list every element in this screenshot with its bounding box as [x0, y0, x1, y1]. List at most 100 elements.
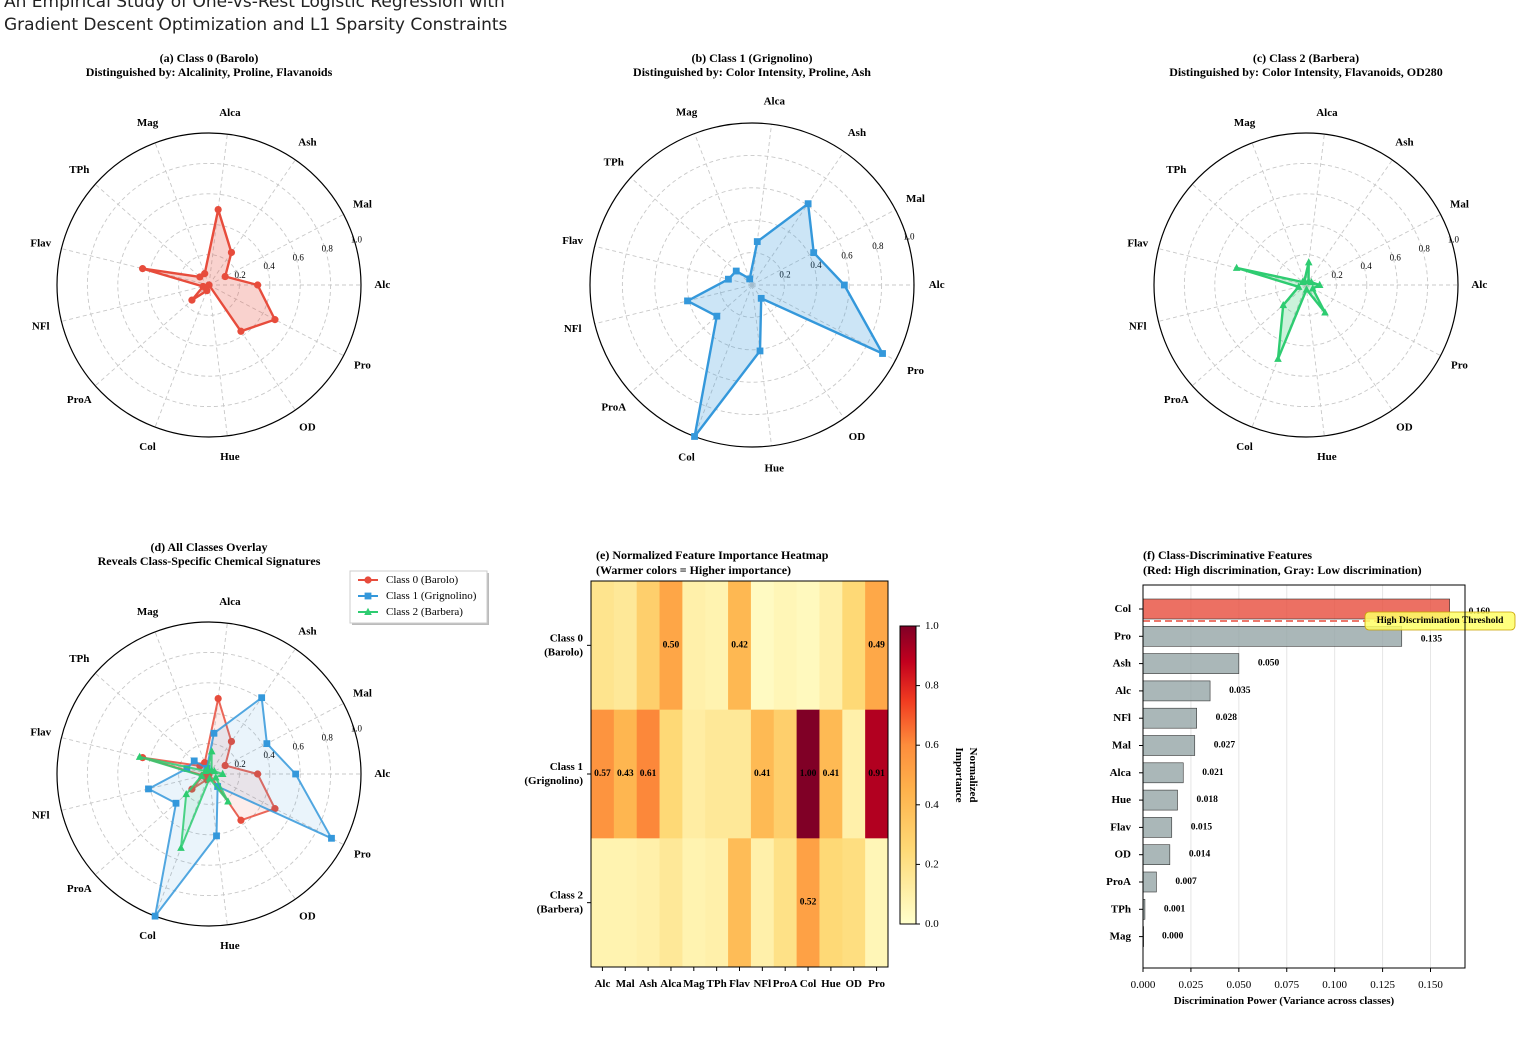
radar-axis-label-pro: Pro	[354, 360, 371, 372]
radar-spoke	[154, 142, 210, 286]
radar-series-line	[147, 696, 333, 918]
radar-radial-tick-label: 1.0	[1448, 235, 1460, 245]
radar-axis-label-proa: ProA	[601, 401, 626, 413]
radar-series-0	[138, 205, 279, 335]
heatmap-cell	[750, 581, 775, 711]
radar-axis-label-nfl: NFl	[32, 809, 50, 821]
radar-radial-tick-label: 0.6	[841, 251, 853, 261]
heatmap-cell	[728, 709, 752, 839]
radar-point-hue	[205, 281, 213, 289]
radar-point-proa	[188, 296, 196, 304]
heatmap-x-label: NFl	[753, 978, 771, 990]
heatmap-cell	[636, 838, 661, 968]
radar-spoke	[630, 284, 753, 393]
bar-mal	[1142, 735, 1196, 756]
radar-spoke	[208, 134, 228, 286]
heatmap-cell	[773, 581, 798, 711]
colorbar	[899, 625, 917, 925]
radar-spoke	[694, 284, 753, 437]
radar-axis-label-alc: Alc	[1471, 279, 1487, 291]
radar-radial-tick-label: 0.8	[322, 732, 334, 742]
radar-spoke	[208, 284, 344, 357]
bar-frame	[1142, 584, 1466, 969]
bar-value-label: 0.000	[1162, 932, 1184, 942]
radar-axis-label-alc: Alc	[929, 279, 945, 291]
radar-grid-circle	[147, 223, 271, 347]
bar-value-label: 0.007	[1175, 877, 1197, 887]
heatmap-x-label: Col	[800, 978, 817, 990]
legend-item-label: Class 1 (Grignolino)	[386, 590, 477, 602]
radar-point-tph	[1298, 277, 1307, 285]
radar-point-proa	[182, 789, 191, 798]
radar-point-od	[1321, 308, 1329, 316]
bar-title-line-1: (f) Class-Discriminative Features	[1143, 548, 1312, 562]
radar-chart-a: (a) Class 0 (Barolo)Distinguished by: Al…	[30, 51, 390, 463]
radar-axis-label-flav: Flav	[30, 727, 51, 739]
radar-point-pro	[211, 773, 220, 781]
bar-value-label: 0.050	[1258, 659, 1280, 669]
radar-point-alc	[840, 281, 848, 289]
heatmap-cell	[636, 581, 661, 711]
radar-point-mal	[221, 272, 229, 281]
colorbar-tick-label: 0.2	[925, 858, 939, 870]
radar-title-line-1: (d) All Classes Overlay	[151, 540, 268, 554]
heatmap-cell-annotation: 0.52	[800, 898, 817, 908]
bar-y-label: NFl	[1113, 712, 1131, 724]
bar-x-tick-label: 0.150	[1418, 979, 1443, 991]
radar-point-hue	[756, 347, 764, 355]
radar-spoke	[1191, 183, 1307, 286]
radar-point-alc	[1315, 280, 1324, 288]
radar-spoke	[1158, 284, 1307, 322]
heatmap-cell	[819, 581, 843, 711]
bar-y-label: Ash	[1113, 658, 1131, 670]
radar-axis-label-pro: Pro	[1451, 360, 1468, 372]
heatmap-cell	[865, 581, 889, 711]
radar-point-col	[151, 912, 159, 920]
radar-title-line-2: Distinguished by: Color Intensity, Flava…	[1169, 65, 1443, 79]
bar-value-label: 0.021	[1202, 768, 1224, 778]
radar-point-alca	[1304, 258, 1313, 266]
radar-spoke	[94, 183, 210, 286]
radar-axis-label-tph: TPh	[604, 157, 624, 169]
radar-title-line-1: (c) Class 2 (Barbera)	[1253, 51, 1359, 65]
radar-chart-c: (c) Class 2 (Barbera)Distinguished by: C…	[1127, 51, 1487, 463]
radar-spoke	[630, 177, 753, 286]
radar-point-nfl	[1294, 282, 1303, 290]
heatmap-x-label: Mag	[683, 978, 705, 990]
radar-radial-tick-label: 0.4	[264, 750, 276, 760]
bar-proa	[1142, 871, 1157, 893]
radar-spoke	[751, 284, 772, 446]
bar-x-tick-label: 0.050	[1226, 979, 1251, 991]
radar-spoke	[751, 284, 845, 419]
radar-point-nfl	[684, 297, 691, 305]
radar-title-line-2: Distinguished by: Color Intensity, Proli…	[633, 65, 871, 79]
radar-axis-label-alca: Alca	[1316, 107, 1338, 119]
heatmap-cell	[705, 709, 729, 839]
radar-axis-label-alca: Alca	[764, 96, 786, 108]
radar-title-line-1: (a) Class 0 (Barolo)	[160, 51, 259, 65]
radar-axis-label-od: OD	[299, 422, 316, 434]
radar-spoke	[1191, 284, 1307, 387]
radar-point-alc	[218, 769, 227, 777]
radar-radial-tick-label: 0.2	[234, 759, 245, 769]
radar-spoke	[1158, 248, 1307, 286]
radar-axis-label-od: OD	[299, 911, 316, 923]
heatmap-cell	[591, 709, 615, 839]
radar-radial-tick-label: 0.2	[1331, 270, 1342, 280]
radar-axis-label-proa: ProA	[67, 394, 92, 406]
radar-axis-label-hue: Hue	[220, 940, 240, 952]
radar-point-od	[237, 327, 245, 335]
radar-series-fill	[139, 751, 228, 848]
heatmap-cell	[819, 709, 843, 839]
heatmap-title-line-2: (Warmer colors = Higher importance)	[596, 563, 791, 577]
heatmap-x-label: Alca	[660, 978, 682, 990]
heatmap-x-label: Hue	[821, 978, 841, 990]
radar-series-fill	[142, 209, 275, 332]
heatmap-cell-annotation: 0.41	[823, 769, 840, 779]
bar-value-label: 0.014	[1189, 850, 1211, 860]
radar-axis-label-mag: Mag	[676, 106, 698, 118]
radar-outer-ring	[1153, 132, 1459, 438]
radar-axis-label-mal: Mal	[906, 193, 925, 205]
